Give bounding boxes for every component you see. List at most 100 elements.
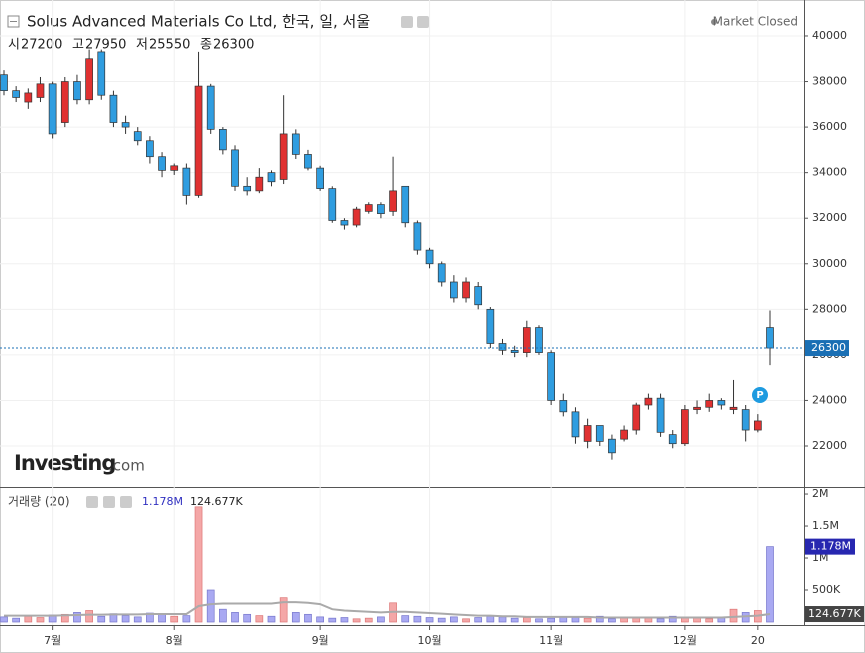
candle-body bbox=[352, 208, 361, 226]
volume-legend: 거래량 (20) bbox=[8, 495, 70, 509]
candle-body bbox=[60, 81, 69, 123]
event-marker[interactable] bbox=[752, 387, 768, 403]
volume-bar bbox=[462, 618, 470, 623]
settings-icon[interactable] bbox=[401, 16, 413, 28]
volume-bar bbox=[206, 589, 215, 623]
candle-body bbox=[656, 397, 665, 433]
volume-bar bbox=[632, 617, 641, 623]
x-tick-label: 10월 bbox=[417, 634, 441, 647]
candle-body bbox=[267, 172, 276, 183]
candle-body bbox=[437, 263, 446, 283]
candle-body bbox=[510, 349, 519, 353]
candle-body bbox=[693, 406, 701, 410]
candle-body bbox=[243, 185, 252, 192]
candle-body bbox=[522, 327, 531, 353]
volume-bar bbox=[595, 615, 604, 623]
volume-bar bbox=[705, 618, 714, 623]
volume-bar bbox=[85, 610, 93, 623]
y-tick-label: 500K bbox=[812, 583, 841, 596]
volume-bar bbox=[194, 506, 203, 623]
y-tick-label: 38000 bbox=[812, 75, 847, 88]
settings-icon[interactable] bbox=[417, 16, 429, 28]
y-tick-label: 36000 bbox=[812, 120, 847, 133]
x-tick-label: 11월 bbox=[539, 634, 563, 647]
volume-bar bbox=[231, 612, 239, 623]
volume-bar bbox=[608, 618, 616, 623]
volume-bar bbox=[364, 617, 373, 623]
candle-body bbox=[97, 51, 106, 96]
volume-bar bbox=[693, 617, 701, 623]
candle-body bbox=[474, 286, 483, 306]
volume-bar bbox=[450, 616, 458, 623]
candle-body bbox=[24, 92, 33, 103]
volume-last-label: 1.178M bbox=[810, 540, 851, 553]
candle-body bbox=[170, 165, 179, 171]
volume-bar bbox=[219, 608, 227, 623]
volume-bar bbox=[425, 617, 434, 623]
volume-bar bbox=[316, 616, 324, 623]
candle-body bbox=[462, 281, 470, 299]
volume-last-box bbox=[805, 538, 855, 555]
candle-body bbox=[36, 83, 45, 98]
logo-suffix: .com bbox=[108, 457, 145, 475]
candle-body bbox=[121, 122, 130, 128]
volume-bar bbox=[510, 617, 519, 623]
candle-body bbox=[717, 400, 726, 406]
candle-body bbox=[73, 81, 81, 101]
volume-bar bbox=[158, 613, 166, 623]
candle-body bbox=[571, 411, 580, 438]
volume-bar bbox=[24, 615, 33, 623]
candle-body bbox=[450, 281, 458, 299]
candle-body bbox=[681, 409, 689, 445]
y-tick-label: 24000 bbox=[812, 393, 847, 406]
candle-body bbox=[389, 190, 397, 212]
candle-body bbox=[535, 327, 543, 353]
volume-bar bbox=[535, 618, 543, 623]
candle-body bbox=[668, 434, 677, 445]
candle-body bbox=[632, 404, 641, 431]
collapse-icon[interactable] bbox=[7, 15, 20, 28]
event-marker-label: P bbox=[756, 390, 763, 401]
settings-icon[interactable] bbox=[86, 496, 98, 508]
volume-bar bbox=[766, 546, 774, 623]
x-tick-label: 8월 bbox=[166, 634, 183, 647]
volume-bar bbox=[267, 615, 276, 623]
candle-body bbox=[644, 397, 653, 406]
candle-body bbox=[595, 425, 604, 442]
volume-bar bbox=[340, 617, 349, 623]
candle-body bbox=[729, 406, 738, 410]
volume-bar bbox=[668, 615, 677, 623]
volume-bar bbox=[12, 617, 21, 623]
volume-bar bbox=[571, 617, 580, 623]
candle-body bbox=[486, 308, 495, 344]
ohlc-key: 저 bbox=[136, 38, 148, 53]
candle-body bbox=[206, 85, 215, 130]
close-icon[interactable] bbox=[120, 496, 132, 508]
volume-bar bbox=[36, 617, 45, 623]
volume-bar bbox=[352, 618, 361, 623]
y-tick-label: 1.5M bbox=[812, 519, 839, 532]
volume-bar bbox=[413, 615, 422, 623]
volume-ma-label: 124.677K bbox=[808, 607, 861, 620]
ohlc-value: 27950 bbox=[85, 38, 126, 53]
volume-bar bbox=[401, 615, 410, 623]
candle-body bbox=[741, 409, 750, 431]
volume-bar bbox=[182, 615, 191, 623]
candle-body bbox=[753, 420, 762, 431]
y-tick-label: 40000 bbox=[812, 29, 847, 42]
ohlc-row: 시 27200 고 27950 저 25550 종 26300 bbox=[8, 38, 254, 53]
y-tick-label: 30000 bbox=[812, 257, 847, 270]
ohlc-key: 종 bbox=[200, 38, 212, 53]
candle-body bbox=[340, 220, 349, 226]
volume-bar bbox=[437, 617, 446, 623]
volume-bar bbox=[474, 617, 483, 623]
candle-body bbox=[608, 438, 616, 454]
settings-icon[interactable] bbox=[103, 496, 115, 508]
candle-body bbox=[194, 85, 203, 196]
candle-body bbox=[328, 188, 337, 221]
candle-body bbox=[0, 74, 8, 91]
volume-bar bbox=[328, 617, 337, 623]
market-status: Market Closed bbox=[713, 15, 798, 29]
